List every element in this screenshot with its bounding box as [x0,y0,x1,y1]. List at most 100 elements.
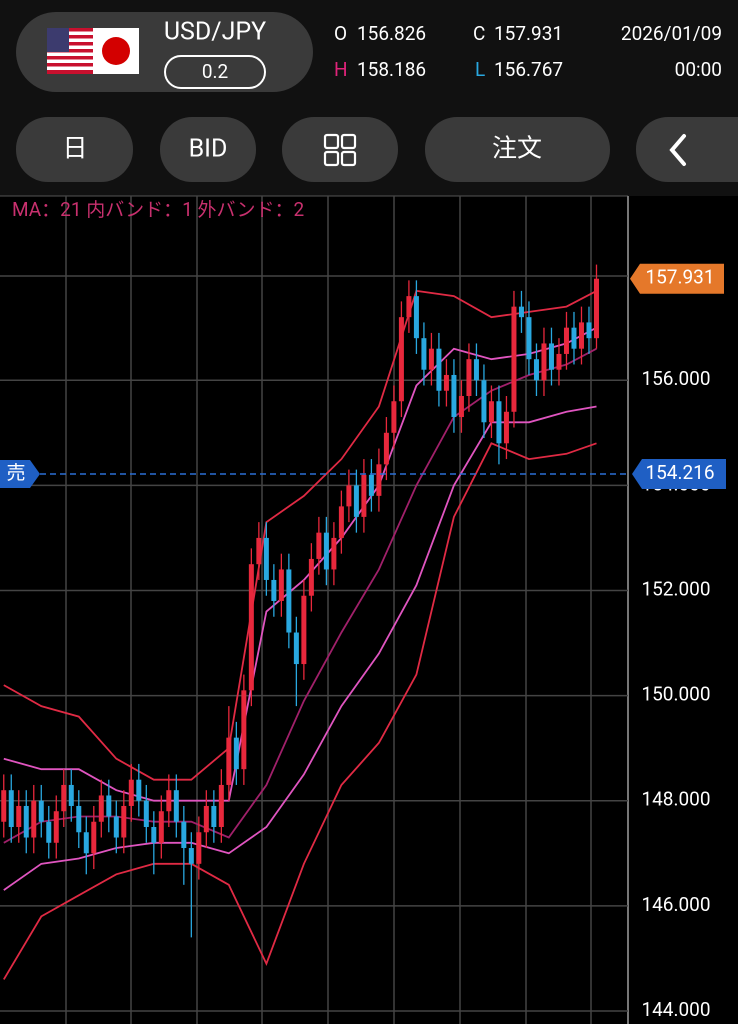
candle-body [23,805,29,838]
candle-body [586,322,592,339]
candle-body [256,537,262,565]
jp-flag [93,28,139,74]
candle-body [83,832,89,854]
candle-body [383,432,389,465]
candle-body [533,359,539,381]
close-label: C [473,22,485,45]
bid-side-tag [0,459,40,488]
back-button[interactable] [636,117,738,182]
bid-side-label: 売 [6,461,25,484]
candle-body [458,395,464,418]
candle-body [91,821,97,854]
order-label: 注文 [492,135,542,164]
candle-body [338,506,344,538]
last-price: 157.931 [645,266,714,289]
plot [0,264,628,1012]
candle-body [31,800,37,838]
candle-body [226,737,232,785]
candle-body [46,821,52,843]
candle-body [121,805,127,838]
y-tick-label: 156.000 [641,367,710,390]
candle-body [173,790,179,822]
candle-body [511,306,517,412]
bid-button[interactable] [160,117,256,182]
order-button[interactable] [425,117,610,182]
candle-body [68,784,74,806]
layout-button[interactable] [282,117,398,182]
bid-label: BID [189,135,228,164]
candle-body [578,322,584,349]
candle-body [151,826,157,843]
candle-body [368,474,374,496]
close: 157.931 [494,22,563,45]
candle-body [181,821,187,849]
candle-body [526,317,532,360]
candle-body [286,569,292,633]
candle-body [436,348,442,391]
candle-body [8,790,14,827]
open: 156.826 [357,22,426,45]
candle-body [218,784,224,827]
candle-body [278,569,284,601]
candle-body [248,564,254,691]
candle-body [496,401,502,444]
candle-body [346,485,352,507]
candle-body [188,848,194,864]
candle-body [166,790,172,812]
candle-body [503,411,509,444]
candle-body [331,537,337,570]
high-label: H [334,58,348,81]
candle-body [518,306,524,318]
candle-body [556,353,562,370]
candle-body [443,374,449,391]
y-tick-label: 150.000 [641,683,710,706]
candle-body [128,779,134,806]
candle-body [593,278,599,339]
candle-body [406,296,412,318]
day-label: 日 [62,135,87,164]
low: 156.767 [494,58,563,81]
last-price-tag [630,263,724,294]
candle-body [61,784,67,812]
candle-body [196,832,202,864]
candle-body [398,317,404,402]
candle-body [361,474,367,517]
y-tick-label: 144.000 [641,998,710,1021]
y-tick-label: 148.000 [641,788,710,811]
pair: USD/JPY [164,18,266,47]
candle-body [271,579,277,601]
candle-body [211,805,217,827]
candle-body [308,558,314,596]
candle-body [316,532,322,559]
spread-box [164,55,266,89]
candle-body [233,737,239,770]
candle-body [106,795,112,817]
candle-body [143,800,149,827]
grid-icon [323,133,357,167]
candle-body [481,380,487,423]
bid-price-tag [632,458,726,489]
candle-body [428,348,434,370]
candle-body [563,327,569,354]
day-button[interactable] [16,117,133,182]
date: 2026/01/09 [621,22,722,45]
back-icon [669,134,686,166]
candle-body [451,374,457,418]
candle-body [571,327,577,349]
candle-body [541,343,547,381]
candle-body [263,537,269,580]
candle-body [241,690,247,770]
band-line [3,405,597,891]
candle-body [323,532,329,570]
open-label: O [334,22,347,45]
band-line [3,347,597,844]
candle-body [293,632,299,665]
candle-body [203,805,209,833]
us-flag [47,28,93,74]
candle-body [353,485,359,517]
candle-body [301,595,307,665]
y-tick-label: 146.000 [641,893,710,916]
band-line [3,442,597,980]
